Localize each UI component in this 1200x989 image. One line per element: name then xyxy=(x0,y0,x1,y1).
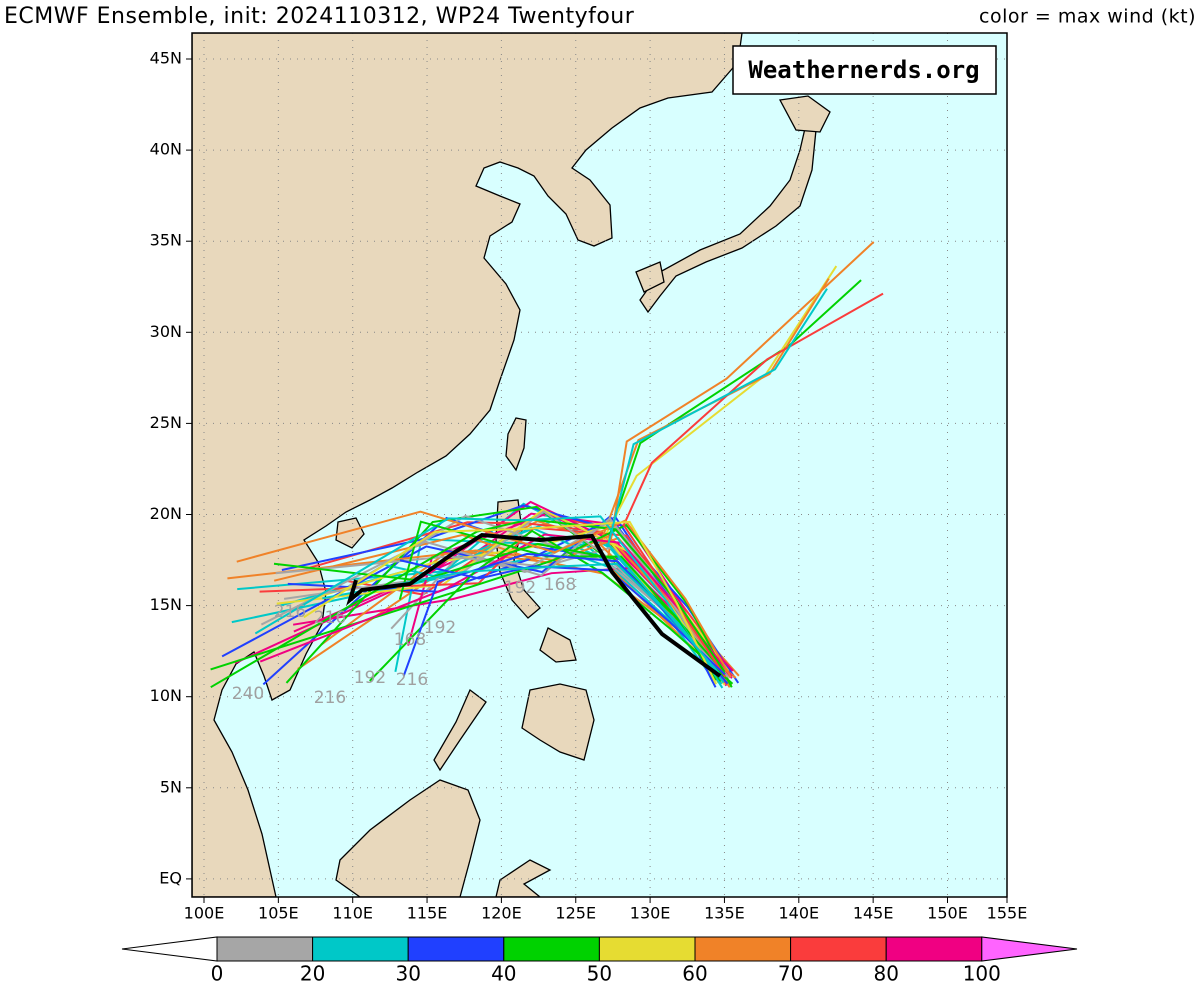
lon-label: 155E xyxy=(987,904,1028,923)
lat-label: 30N xyxy=(150,322,182,341)
lon-label: 150E xyxy=(927,904,968,923)
hour-label: 216 xyxy=(274,602,306,622)
colorbar-label: 30 xyxy=(395,962,420,986)
track xyxy=(607,288,828,674)
lat-label: 20N xyxy=(150,504,182,523)
track xyxy=(399,559,726,676)
watermark-box xyxy=(732,45,997,95)
ensemble-tracks xyxy=(210,241,884,689)
lat-label: 35N xyxy=(150,231,182,250)
colorbar-swatch xyxy=(312,936,409,962)
mean-track xyxy=(346,532,722,678)
hour-label: 192 xyxy=(424,618,456,638)
hour-label: 168 xyxy=(394,630,426,650)
colorbar-label: 70 xyxy=(778,962,803,986)
lat-label: 10N xyxy=(150,686,182,705)
watermark: Weathernerds.org xyxy=(748,56,979,84)
colorbar-swatch xyxy=(885,936,983,962)
lon-label: 100E xyxy=(184,904,225,923)
colorbar-swatch xyxy=(598,936,696,962)
track xyxy=(210,523,733,688)
colorbar-label: 20 xyxy=(300,962,325,986)
lat-label: 25N xyxy=(150,413,182,432)
land xyxy=(192,33,831,897)
lat-label: 45N xyxy=(150,49,182,68)
colorbar-swatch xyxy=(790,936,887,962)
lon-label: 105E xyxy=(258,904,299,923)
lon-label: 130E xyxy=(630,904,671,923)
colorbar-swatch xyxy=(121,936,218,962)
track xyxy=(369,529,734,685)
hour-label: 192 xyxy=(354,668,386,688)
lon-label: 115E xyxy=(407,904,448,923)
lon-label: 145E xyxy=(853,904,894,923)
lat-label: 5N xyxy=(160,777,182,796)
hour-label: 168 xyxy=(544,575,576,595)
track xyxy=(604,265,838,686)
colorbar-swatch xyxy=(216,936,314,962)
lon-label: 125E xyxy=(555,904,596,923)
colorbar-swatch xyxy=(503,936,600,962)
colorbar-swatch xyxy=(981,936,1078,962)
colorbar-label: 0 xyxy=(211,962,224,986)
track xyxy=(398,520,717,681)
map-frame xyxy=(191,32,1008,898)
legend-title: color = max wind (kt) xyxy=(979,6,1196,28)
hour-label: 192 xyxy=(504,578,536,598)
colorbar-swatch xyxy=(407,936,505,962)
colorbar-label: 40 xyxy=(491,962,516,986)
colorbar-label: 50 xyxy=(587,962,612,986)
hour-label: 216 xyxy=(314,688,346,708)
track xyxy=(275,520,720,674)
hour-label: 216 xyxy=(314,608,346,628)
track xyxy=(322,562,725,684)
colorbar-label: 100 xyxy=(963,962,1001,986)
lat-label: 40N xyxy=(150,140,182,159)
lon-label: 120E xyxy=(481,904,522,923)
lon-label: 110E xyxy=(332,904,373,923)
lon-label: 135E xyxy=(704,904,745,923)
track xyxy=(303,520,717,685)
colorbar-swatch xyxy=(694,936,792,962)
hour-label: 216 xyxy=(396,670,428,690)
track xyxy=(210,518,726,689)
title: ECMWF Ensemble, init: 2024110312, WP24 T… xyxy=(4,4,635,29)
lat-label: EQ xyxy=(159,868,182,887)
lat-label: 15N xyxy=(150,595,182,614)
lon-label: 140E xyxy=(778,904,819,923)
colorbar-label: 80 xyxy=(873,962,898,986)
colorbar-label: 60 xyxy=(682,962,707,986)
hour-label: 240 xyxy=(232,684,264,704)
track xyxy=(622,292,884,678)
